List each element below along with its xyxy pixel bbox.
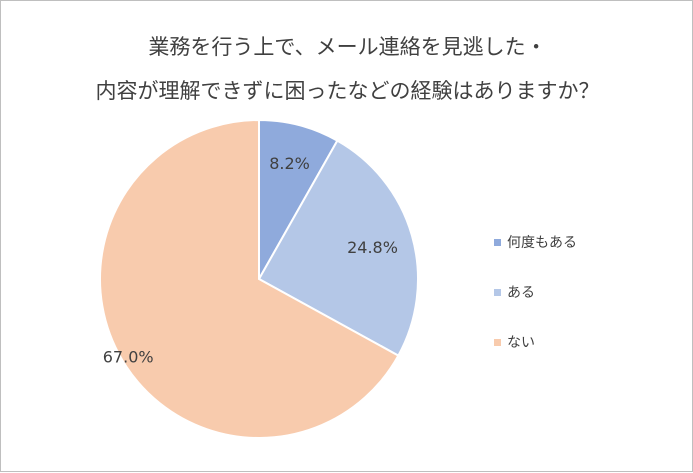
legend-label-nandomoaru: 何度もある [507, 235, 577, 251]
legend-swatch-nandomoaru [494, 238, 501, 246]
legend-item-aru: ある [494, 282, 535, 302]
data-label-nai: 67.0% [103, 347, 154, 366]
legend-item-nai: ない [494, 332, 535, 352]
data-label-nandomoaru: 8.2% [269, 154, 310, 173]
pie-slice-nai [99, 118, 400, 439]
legend-item-nandomoaru: 何度もある [494, 232, 577, 252]
legend-label-nai: ない [507, 335, 535, 351]
legend-label-aru: ある [507, 285, 535, 301]
legend-swatch-aru [494, 288, 501, 296]
chart-title-line-2: 内容が理解できずに困ったなどの経験はありますか？ [95, 79, 600, 103]
legend-swatch-nai [494, 338, 501, 346]
data-label-aru: 24.8% [347, 238, 398, 257]
pie-slice-aru [257, 139, 419, 357]
chart-title-line-1: 業務を行う上で、メール連絡を見逃した・ [148, 35, 547, 59]
